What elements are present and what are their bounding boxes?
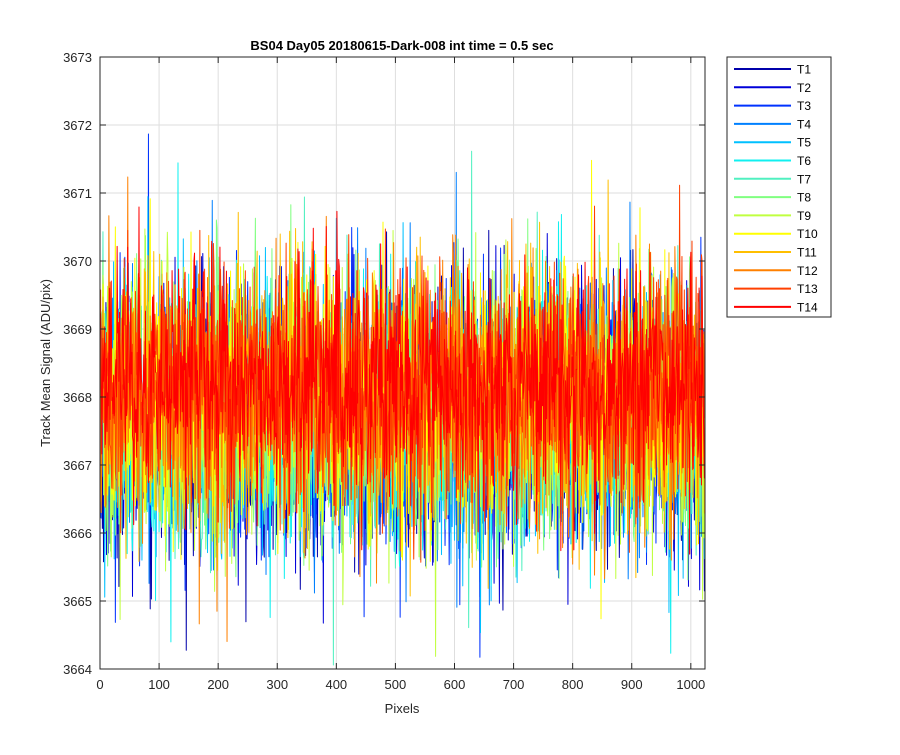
x-tick-label: 300	[266, 677, 288, 692]
y-tick-label: 3672	[63, 118, 92, 133]
y-tick-label: 3664	[63, 662, 92, 677]
chart-title: BS04 Day05 20180615-Dark-008 int time = …	[250, 38, 553, 53]
y-tick-label: 3670	[63, 254, 92, 269]
legend-label: T14	[797, 300, 818, 314]
legend-label: T8	[797, 191, 811, 205]
x-tick-label: 800	[562, 677, 584, 692]
x-tick-label: 500	[385, 677, 407, 692]
x-tick-label: 600	[444, 677, 466, 692]
legend-label: T6	[797, 154, 811, 168]
legend-label: T11	[797, 246, 817, 260]
x-tick-label: 200	[207, 677, 229, 692]
legend-label: T13	[797, 282, 818, 296]
plot-frame	[99, 56, 706, 670]
legend-label: T10	[797, 227, 818, 241]
legend-label: T1	[797, 63, 811, 77]
x-tick-label: 1000	[676, 677, 705, 692]
x-tick-label: 900	[621, 677, 643, 692]
legend-label: T2	[797, 81, 811, 95]
y-tick-label: 3671	[63, 186, 92, 201]
x-axis-label: Pixels	[385, 701, 420, 716]
legend-label: T9	[797, 209, 811, 223]
legend-label: T12	[797, 264, 818, 278]
y-tick-label: 3667	[63, 458, 92, 473]
y-tick-label: 3668	[63, 390, 92, 405]
legend-box	[726, 56, 832, 318]
y-axis-label: Track Mean Signal (ADU/pix)	[38, 279, 53, 447]
legend-label: T3	[797, 99, 811, 113]
legend-label: T7	[797, 172, 811, 186]
x-tick-label: 700	[503, 677, 525, 692]
series-line-t14	[99, 206, 706, 555]
axis-ticks: 0 100 200 300 400 500 600 700 800 900 1000 3664 3665…	[63, 50, 705, 692]
y-tick-label: 3673	[63, 50, 92, 65]
series-layer	[99, 133, 706, 666]
legend-label: T5	[797, 136, 811, 150]
x-tick-label: 0	[96, 677, 103, 692]
y-tick-label: 3666	[63, 526, 92, 541]
x-tick-label: 100	[148, 677, 170, 692]
x-tick-label: 400	[325, 677, 347, 692]
y-tick-label: 3665	[63, 594, 92, 609]
y-tick-label: 3669	[63, 322, 92, 337]
legend: T1 T2 T3 T4 T5 T6 T7 T8 T9 T10 T11 T12 T13 T14	[726, 56, 832, 318]
legend-label: T4	[797, 117, 811, 131]
